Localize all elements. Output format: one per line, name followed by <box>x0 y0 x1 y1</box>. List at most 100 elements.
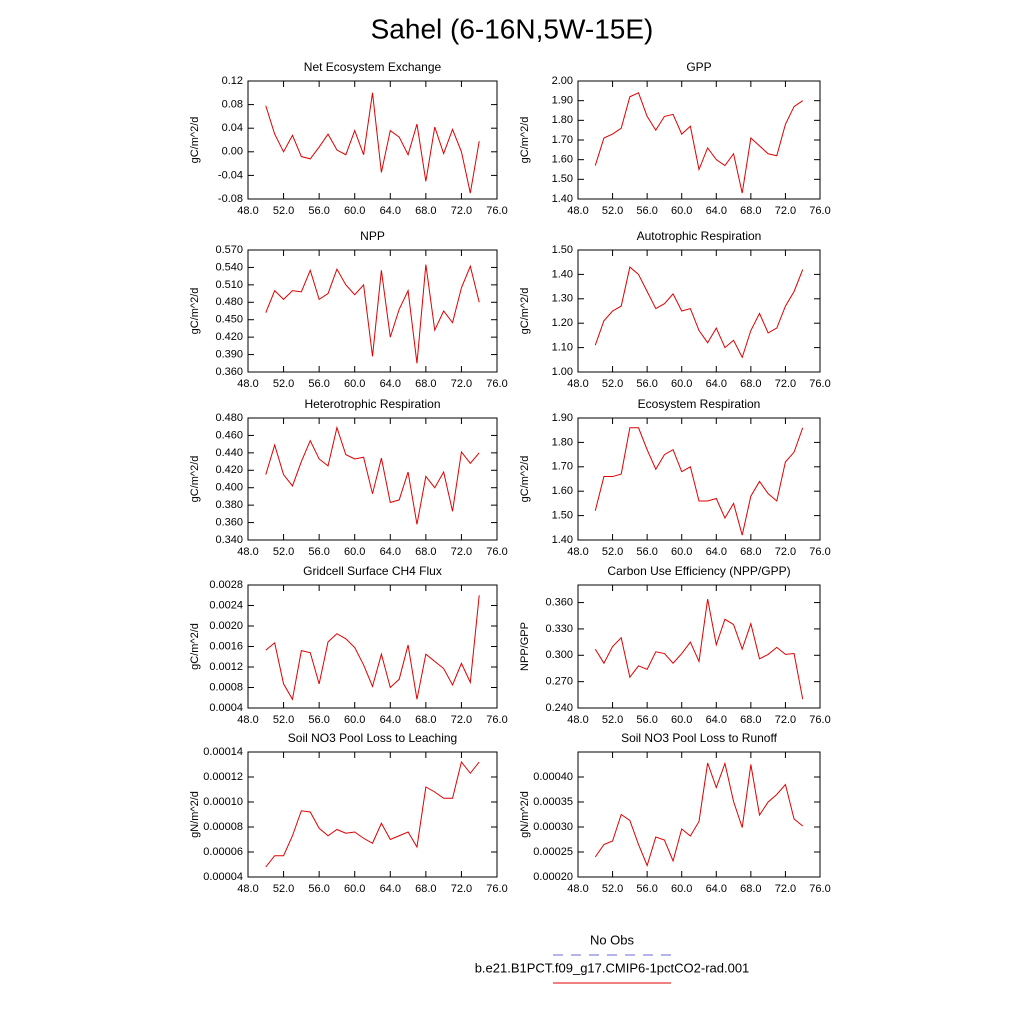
y-axis-label: gC/m^2/d <box>189 623 201 670</box>
y-tick-label: 1.40 <box>552 193 573 205</box>
y-tick-label: 0.510 <box>215 279 243 291</box>
y-tick-label: 0.460 <box>215 429 243 441</box>
x-tick-label: 64.0 <box>706 714 727 726</box>
data-line <box>594 92 803 194</box>
x-tick-label: 52.0 <box>602 205 623 217</box>
y-tick-label: 0.00010 <box>203 796 243 808</box>
plot-frame <box>247 249 498 373</box>
y-tick-label: 0.08 <box>222 99 243 111</box>
y-tick-label: 0.390 <box>215 348 243 360</box>
x-tick-label: 68.0 <box>415 378 436 390</box>
y-tick-label: 0.0024 <box>209 599 243 611</box>
x-tick-label: 72.0 <box>775 546 796 558</box>
x-tick-label: 72.0 <box>775 378 796 390</box>
y-tick-label: 0.0028 <box>209 579 243 591</box>
y-axis-label: gN/m^2/d <box>519 791 531 838</box>
panel-title: Heterotrophic Respiration <box>304 397 440 411</box>
y-tick-label: 0.480 <box>215 412 243 424</box>
x-tick-label: 60.0 <box>344 546 365 558</box>
y-tick-label: 0.0004 <box>209 702 243 714</box>
x-tick-label: 68.0 <box>740 205 761 217</box>
x-tick-label: 60.0 <box>344 883 365 895</box>
panel-title: GPP <box>686 60 711 74</box>
x-tick-label: 60.0 <box>671 205 692 217</box>
plot-frame <box>247 584 498 709</box>
x-tick-label: 60.0 <box>671 546 692 558</box>
x-tick-label: 68.0 <box>415 546 436 558</box>
y-tick-label: 0.330 <box>545 623 573 635</box>
x-tick-label: 68.0 <box>415 205 436 217</box>
x-tick-label: 52.0 <box>602 546 623 558</box>
plot-frame <box>577 751 821 878</box>
y-tick-label: 1.20 <box>552 317 573 329</box>
x-tick-label: 56.0 <box>308 205 329 217</box>
y-tick-label: 0.00020 <box>533 871 573 883</box>
panel-title: Soil NO3 Pool Loss to Runoff <box>621 731 778 745</box>
x-tick-label: 52.0 <box>602 378 623 390</box>
x-tick-label: 72.0 <box>451 205 472 217</box>
plot-frame <box>577 80 821 200</box>
x-tick-label: 64.0 <box>706 546 727 558</box>
y-tick-label: 0.240 <box>545 702 573 714</box>
x-tick-label: 48.0 <box>237 883 258 895</box>
data-line <box>265 595 480 701</box>
x-tick-label: 56.0 <box>636 883 657 895</box>
x-tick-label: 56.0 <box>308 378 329 390</box>
x-tick-label: 52.0 <box>273 546 294 558</box>
x-tick-label: 48.0 <box>237 714 258 726</box>
y-axis-label: gC/m^2/d <box>189 456 201 503</box>
x-tick-label: 68.0 <box>415 714 436 726</box>
legend-label: b.e21.B1PCT.f09_g17.CMIP6-1pctCO2-rad.00… <box>475 960 750 975</box>
y-axis-label: gN/m^2/d <box>189 791 201 838</box>
y-tick-label: 0.00025 <box>533 846 573 858</box>
data-line <box>265 760 480 868</box>
y-tick-label: 1.80 <box>552 114 573 126</box>
x-tick-label: 48.0 <box>567 883 588 895</box>
y-axis-label: gC/m^2/d <box>189 117 201 164</box>
x-tick-label: 72.0 <box>775 714 796 726</box>
y-tick-label: 1.10 <box>552 342 573 354</box>
x-tick-label: 64.0 <box>380 883 401 895</box>
y-tick-label: 0.00006 <box>203 846 243 858</box>
data-line <box>265 425 480 525</box>
panel-title: Net Ecosystem Exchange <box>304 60 442 74</box>
x-tick-label: 52.0 <box>273 883 294 895</box>
x-tick-label: 48.0 <box>567 546 588 558</box>
x-tick-label: 76.0 <box>486 546 507 558</box>
x-tick-label: 68.0 <box>740 714 761 726</box>
x-tick-label: 72.0 <box>451 378 472 390</box>
x-tick-label: 64.0 <box>380 714 401 726</box>
x-tick-label: 56.0 <box>308 546 329 558</box>
y-tick-label: 1.60 <box>552 154 573 166</box>
panel-title: NPP <box>360 229 385 243</box>
y-tick-label: 1.90 <box>552 412 573 424</box>
y-tick-label: 1.50 <box>552 173 573 185</box>
y-axis-label: gC/m^2/d <box>519 456 531 503</box>
plot-frame <box>577 584 821 709</box>
panel-title: Carbon Use Efficiency (NPP/GPP) <box>607 564 790 578</box>
x-tick-label: 52.0 <box>273 378 294 390</box>
y-tick-label: 0.270 <box>545 676 573 688</box>
y-tick-label: 0.380 <box>215 499 243 511</box>
plot-frame <box>577 249 821 373</box>
y-tick-label: 0.00040 <box>533 771 573 783</box>
data-line <box>594 266 804 359</box>
y-tick-label: 1.60 <box>552 485 573 497</box>
y-tick-label: 0.00014 <box>203 746 243 758</box>
y-tick-label: 0.540 <box>215 261 243 273</box>
panel-title: Autotrophic Respiration <box>637 229 762 243</box>
y-tick-label: 0.570 <box>215 244 243 256</box>
x-tick-label: 48.0 <box>567 378 588 390</box>
y-tick-label: 0.00008 <box>203 821 243 833</box>
y-tick-label: 1.70 <box>552 134 573 146</box>
x-tick-label: 68.0 <box>740 546 761 558</box>
x-tick-label: 68.0 <box>740 378 761 390</box>
x-tick-label: 60.0 <box>344 205 365 217</box>
x-tick-label: 76.0 <box>809 205 830 217</box>
x-tick-label: 64.0 <box>706 205 727 217</box>
x-tick-label: 60.0 <box>344 714 365 726</box>
x-tick-label: 60.0 <box>671 714 692 726</box>
x-tick-label: 60.0 <box>671 378 692 390</box>
y-tick-label: 0.440 <box>215 447 243 459</box>
